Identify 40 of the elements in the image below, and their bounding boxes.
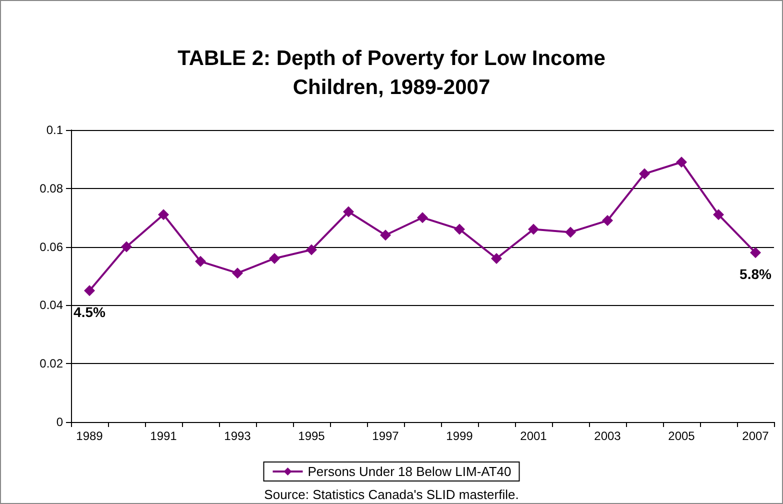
y-tick-label: 0.1 — [46, 123, 64, 137]
point — [602, 215, 613, 226]
y-tick-label: 0.08 — [40, 181, 64, 196]
point — [565, 226, 576, 238]
point — [195, 256, 206, 267]
y-tick-label: 0.06 — [40, 240, 64, 254]
point — [750, 247, 761, 258]
source-note: Source: Statistics Canada's SLID masterfile. — [264, 487, 519, 502]
x-tick-label: 1991 — [150, 429, 178, 443]
point — [380, 230, 391, 241]
point — [84, 285, 95, 296]
x-tick-label: 1997 — [372, 429, 400, 443]
point — [121, 241, 132, 252]
point — [232, 268, 243, 279]
x-tick-label: 2005 — [668, 429, 696, 443]
x-tick-label: 1989 — [76, 429, 104, 443]
legend-label: Persons Under 18 Below LIM-AT40 — [308, 464, 512, 479]
point — [491, 252, 502, 264]
point — [306, 244, 317, 256]
y-tick-label: 0 — [56, 415, 64, 429]
chart-title: TABLE 2: Depth of Poverty for Low Income Children, 1989-2007 — [178, 47, 606, 99]
annotation: 4.5% — [74, 304, 106, 320]
point — [417, 212, 428, 224]
x-tick-label: 2001 — [520, 429, 548, 443]
point — [343, 206, 354, 218]
x-tick-label: 2003 — [594, 429, 622, 443]
x-tick-label: 2007 — [742, 429, 770, 443]
point — [528, 224, 539, 235]
point — [158, 209, 169, 220]
point — [454, 224, 465, 235]
y-tick-label: 0.04 — [40, 298, 64, 312]
x-tick-label: 1993 — [224, 429, 252, 443]
point — [269, 252, 280, 264]
y-tick-label: 0.02 — [40, 356, 64, 371]
point — [676, 156, 687, 168]
x-tick-label: 1995 — [298, 429, 326, 443]
point — [639, 168, 650, 180]
annotation: 5.8% — [740, 266, 772, 282]
point — [713, 209, 724, 220]
x-tick-label: 1999 — [446, 429, 474, 443]
